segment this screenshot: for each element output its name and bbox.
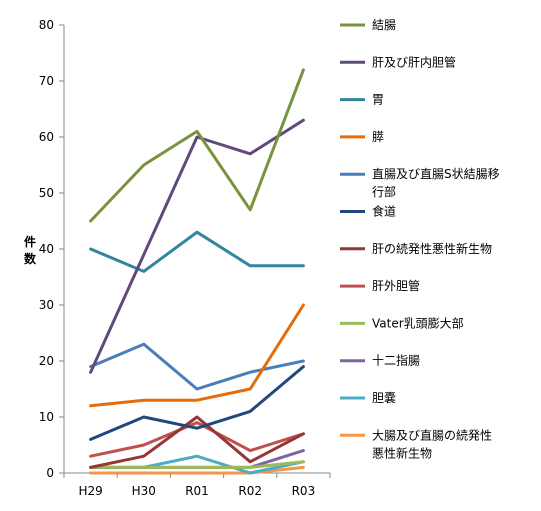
y-axis-label: 件数 <box>24 234 37 266</box>
x-tick-label: H30 <box>132 484 156 498</box>
y-tick-label: 0 <box>46 466 54 480</box>
x-tick-label: H29 <box>78 484 102 498</box>
legend-label: Vater乳頭膨大部 <box>372 315 464 330</box>
legend-label: 胆嚢 <box>372 390 396 405</box>
x-tick-label: R01 <box>185 484 209 498</box>
legend-label: 膵 <box>372 130 384 144</box>
series-line-3 <box>89 303 305 408</box>
y-tick-label: 40 <box>39 242 54 256</box>
legend-label: 胃 <box>372 93 384 107</box>
series-line-5 <box>89 365 305 441</box>
legend-label: 食道 <box>372 204 396 219</box>
y-tick-label: 80 <box>39 18 54 32</box>
legend-label: 直腸及び直腸S状結腸移 <box>372 167 500 181</box>
series-line-1 <box>89 118 305 374</box>
series-line-7 <box>89 421 305 458</box>
legend-label: 大腸及び直腸の続発性 <box>372 428 492 442</box>
series-line-0 <box>89 68 305 223</box>
legend-label: 十二指腸 <box>372 353 420 368</box>
y-tick-label: 60 <box>39 130 54 144</box>
y-tick-label: 10 <box>39 410 54 424</box>
x-tick-label: R02 <box>238 484 262 498</box>
series-line-11 <box>89 465 305 475</box>
legend-label: 肝の続発性悪性新生物 <box>372 241 492 256</box>
x-tick-label: R03 <box>292 484 316 498</box>
legend-label: 行部 <box>372 184 396 199</box>
y-tick-label: 70 <box>39 74 54 88</box>
series-line-2 <box>89 230 305 273</box>
series-line-8 <box>89 460 305 469</box>
legend-label: 結腸 <box>372 18 396 32</box>
y-tick-label: 30 <box>39 298 54 312</box>
y-tick-label: 20 <box>39 354 54 368</box>
series-line-4 <box>89 342 305 391</box>
series-line-6 <box>89 415 305 469</box>
legend-label: 肝外胆管 <box>372 278 420 293</box>
legend-label: 肝及び肝内胆管 <box>372 54 456 69</box>
legend-label: 悪性新生物 <box>372 445 432 460</box>
y-tick-label: 50 <box>39 186 54 200</box>
